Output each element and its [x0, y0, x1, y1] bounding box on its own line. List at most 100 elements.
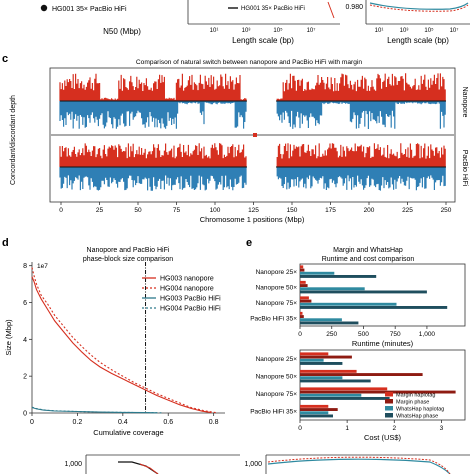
legend-swatch: [385, 392, 393, 397]
top-mid-xtick-2: 10⁵: [273, 27, 283, 34]
phase-block-chart: Nanopore and PacBio HiFi phase-block size…: [4, 247, 225, 437]
runtime-cost-charts: Margin and WhatsHap Runtime and cost comp…: [250, 247, 466, 442]
bar-3-2: [300, 318, 342, 322]
x-tick-label: 0.2: [73, 419, 83, 426]
top-right-ytick: 0.980: [345, 4, 363, 11]
top-mid-xlabel: Length scale (bp): [232, 36, 294, 45]
bar-2-0: [300, 387, 388, 391]
nanopore-track-concordant: [59, 73, 446, 101]
series-line-0: [31, 276, 212, 414]
bar-3-3: [300, 321, 359, 325]
category-label: Nanopore 50×: [256, 284, 298, 291]
panel-d: d Nanopore and PacBio HiFi phase-block si…: [2, 237, 225, 437]
x-tick-label: 1,000: [419, 331, 436, 338]
y-tick-label: 6: [23, 300, 27, 307]
panel-c-xtick-label: 125: [248, 207, 259, 214]
bar-0-1: [300, 355, 352, 359]
x-tick-label: 0: [298, 425, 302, 432]
y-tick-label: 4: [23, 337, 27, 344]
x-tick-label: 1: [345, 425, 349, 432]
top-mid-legend: HG001 35× PacBio HiFi: [241, 6, 305, 12]
legend-label: HG003 PacBio HiFi: [160, 296, 221, 303]
centromere-marker: [253, 133, 257, 137]
bar-3-1: [300, 408, 338, 411]
panel-c-xtick-label: 75: [173, 207, 181, 214]
panel-c-xtick-label: 225: [402, 207, 413, 214]
y-axis-label: Size (Mbp): [4, 319, 13, 356]
legend-swatch: [385, 406, 393, 411]
bar-3-0: [300, 404, 329, 408]
top-strip: HG001 35× PacBio HiFi N50 (Mbp) HG001 35…: [40, 0, 470, 45]
legend-label: Margin haplotag: [396, 393, 435, 399]
chart-title-line: Runtime and cost comparison: [322, 256, 415, 263]
y-multiplier-label: 1e7: [37, 263, 48, 270]
bar-0-0: [300, 352, 329, 356]
legend-label: WhatsHap haplotag: [396, 407, 444, 413]
legend-label: HG004 nanopore: [160, 286, 214, 293]
pacbio-track-concordant: [59, 143, 446, 167]
panel-e: e Margin and WhatsHap Runtime and cost co…: [246, 237, 466, 442]
bar-1-2: [300, 376, 343, 380]
x-tick-label: 500: [358, 331, 369, 338]
panel-e-letter: e: [246, 237, 252, 249]
top-mid-xtick-0: 10¹: [210, 28, 219, 34]
panel-c-xtick-label: 200: [364, 207, 375, 214]
top-right-xtick-1: 10³: [400, 28, 409, 34]
bar-0-1: [300, 268, 305, 272]
panel-c-ylabel: Concordant/discordant depth: [10, 95, 17, 185]
x-tick-label: 0.8: [209, 419, 219, 426]
bar-2-3: [300, 397, 390, 400]
panel-c-xticks: 0 25 50 75 100 125 150 175 200 225 250: [59, 202, 452, 214]
y-tick-label: 8: [23, 263, 27, 270]
bar-1-3: [300, 379, 371, 383]
top-mid-xtick-3: 10⁷: [307, 27, 316, 34]
panel-c-xtick-label: 0: [59, 207, 63, 214]
top-right-xtick-3: 10⁷: [450, 27, 459, 34]
series-line-3: [31, 406, 162, 414]
category-label: Nanopore 75×: [256, 300, 298, 307]
bar-0-2: [300, 358, 324, 362]
legend-label: Margin phase: [396, 400, 429, 406]
bar-1-1: [300, 284, 308, 287]
bar-1-1: [300, 373, 423, 376]
category-label: PacBio HiFi 35×: [250, 315, 297, 322]
x-tick-label: 250: [326, 331, 337, 338]
x-tick-label: 3: [440, 425, 444, 432]
legend-swatch: [385, 413, 393, 418]
chart-title-line: Margin and WhatsHap: [333, 247, 403, 254]
bottom-right-ytick: 1,000: [244, 461, 262, 468]
bar-1-0: [300, 280, 306, 284]
category-label: Nanopore 25×: [256, 356, 298, 363]
x-tick-label: 0.6: [163, 419, 173, 426]
panel-c-xtick-label: 100: [210, 207, 221, 214]
bar-1-3: [300, 290, 427, 294]
bar-3-0: [300, 311, 303, 315]
bar-1-0: [300, 369, 357, 373]
top-right-xlabel: Length scale (bp): [387, 36, 449, 45]
panel-c-depth-tracks: [59, 73, 446, 191]
top-left-legend: HG001 35× PacBio HiFi: [52, 6, 127, 13]
category-label: Nanopore 75×: [256, 391, 298, 398]
y-tick-label: 0: [23, 411, 27, 418]
top-left-xlabel: N50 (Mbp): [103, 27, 141, 36]
bar-0-2: [300, 271, 335, 275]
category-label: Nanopore 50×: [256, 373, 298, 380]
y-tick-label: 2: [23, 374, 27, 381]
x-tick-label: 2: [392, 425, 396, 432]
bar-3-3: [300, 414, 333, 418]
chart-title-line: Nanopore and PacBio HiFi: [87, 247, 170, 254]
panel-c-title: Comparison of natural switch between nan…: [136, 59, 362, 66]
bar-plot-frame: [299, 263, 466, 327]
bottom-left-ytick: 1,000: [64, 461, 82, 468]
x-tick-label: 750: [390, 331, 401, 338]
bar-plot-frame: [299, 349, 466, 421]
bar-3-1: [300, 315, 304, 318]
legend-label: HG003 nanopore: [160, 276, 214, 283]
bar-1-2: [300, 287, 365, 291]
series-line-2: [31, 406, 157, 414]
panel-c-xtick-label: 25: [96, 207, 104, 214]
legend-swatch: [385, 399, 393, 404]
x-axis-label: Runtime (minutes): [352, 339, 414, 348]
panel-c: c Comparison of natural switch between n…: [2, 53, 468, 224]
